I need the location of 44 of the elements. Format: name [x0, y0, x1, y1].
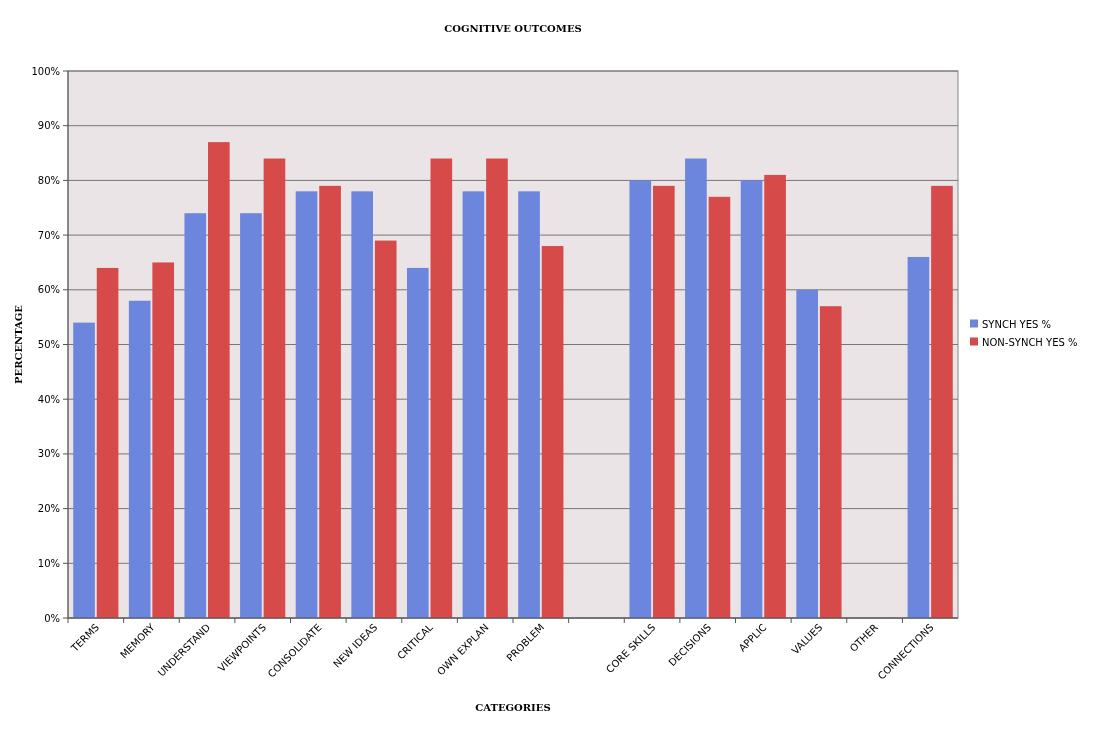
- bar: [708, 196, 731, 618]
- bar: [351, 191, 373, 618]
- chart-title: COGNITIVE OUTCOMES: [444, 23, 582, 34]
- bar: [629, 180, 652, 618]
- y-tick-label: 60%: [37, 284, 60, 296]
- x-axis-title: CATEGORIES: [475, 702, 551, 713]
- y-axis-title: PERCENTAGE: [13, 304, 24, 384]
- bar: [518, 191, 540, 618]
- bar: [907, 256, 930, 618]
- y-tick-label: 30%: [37, 448, 60, 460]
- bar: [152, 262, 175, 618]
- bar: [295, 191, 318, 618]
- bar: [374, 240, 397, 618]
- bar: [486, 158, 508, 618]
- y-tick-label: 100%: [31, 65, 60, 77]
- bar: [73, 322, 95, 618]
- bar: [462, 191, 485, 618]
- bar: [685, 158, 707, 618]
- bar: [541, 246, 564, 618]
- bar: [653, 185, 675, 618]
- bar: [931, 185, 953, 618]
- bar: [406, 267, 429, 618]
- bar: [184, 213, 207, 618]
- bar: [430, 158, 453, 618]
- bar: [240, 213, 262, 618]
- bar: [263, 158, 286, 618]
- legend-label: NON-SYNCH YES %: [982, 337, 1078, 348]
- bar: [740, 180, 763, 618]
- y-tick-label: 50%: [37, 339, 60, 350]
- bar: [208, 142, 230, 618]
- legend-label: SYNCH YES %: [982, 319, 1052, 330]
- y-tick-label: 40%: [37, 393, 60, 405]
- y-tick-label: 80%: [37, 174, 60, 186]
- bar: [319, 185, 341, 618]
- bar: [819, 306, 842, 618]
- y-tick-label: 70%: [37, 229, 60, 241]
- y-tick-label: 90%: [37, 120, 60, 132]
- bar: [796, 289, 818, 618]
- y-tick-label: 20%: [37, 503, 60, 515]
- bar: [764, 174, 786, 618]
- bar: [96, 267, 119, 618]
- y-tick-label: 0%: [44, 612, 60, 624]
- bar: [128, 300, 151, 618]
- y-tick-label: 10%: [37, 557, 60, 569]
